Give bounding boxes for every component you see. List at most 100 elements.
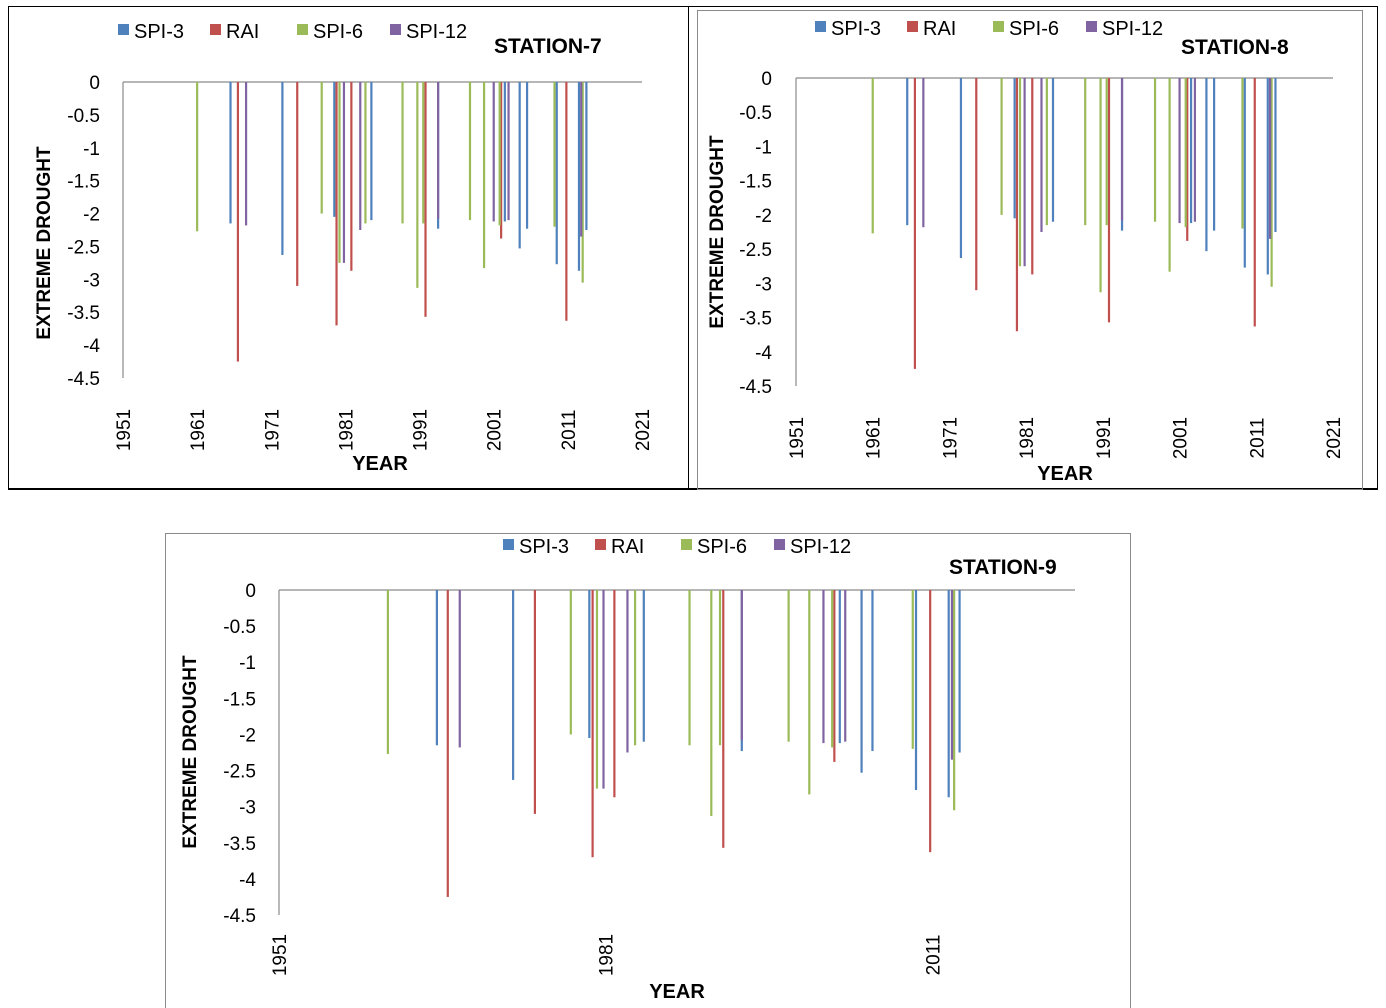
station-8-y-tick-label: -4	[755, 343, 772, 364]
station-8-bar-spi-6	[1270, 78, 1273, 287]
station-7-bar-spi-6	[196, 82, 199, 232]
station-7-legend-label-spi-6: SPI-6	[313, 21, 363, 43]
station-7-bar-spi-6	[482, 82, 486, 269]
station-7-legend-swatch-rai	[210, 24, 221, 35]
station-8-bar-spi-12	[1268, 78, 1272, 239]
station-9-bar-spi-3	[588, 590, 591, 739]
station-9-chart-title: STATION-9	[949, 556, 1057, 579]
station-7-y-tick-label: 0	[89, 73, 100, 94]
station-8-x-tick-label: 2011	[1247, 418, 1268, 459]
station-8-legend-swatch-rai	[907, 21, 918, 32]
station-8-y-tick-label: 0	[761, 69, 772, 90]
station-8-legend-swatch-spi-6	[993, 21, 1004, 32]
station-9-legend-swatch-spi-3	[503, 539, 514, 550]
station-8-bar-spi-6	[1241, 78, 1244, 229]
station-7-y-tick-label: -3.5	[67, 303, 100, 324]
station-7-legend-label-spi-3: SPI-3	[134, 21, 184, 43]
station-9-legend-swatch-spi-6	[681, 539, 692, 550]
station-9-y-tick-label: -4.5	[223, 906, 256, 927]
station-8-y-tick-label: -2	[755, 206, 772, 227]
station-9-bar-spi-6	[787, 590, 790, 742]
station-7-x-axis-title: YEAR	[352, 453, 408, 475]
station-8-bar-spi-3	[1266, 78, 1269, 275]
station-7-bar-spi-3	[585, 82, 588, 230]
station-8-y-tick-label: -1.5	[739, 172, 772, 193]
station-9-bar-spi-12	[602, 590, 605, 789]
station-9-y-tick-label: -3.5	[223, 834, 256, 855]
station-8-legend-label-spi-3: SPI-3	[831, 18, 881, 40]
station-7-y-tick-label: -0.5	[67, 106, 100, 127]
station-7-legend-swatch-spi-12	[390, 24, 401, 35]
station-9-y-tick-label: 0	[245, 581, 256, 602]
station-8-bar-rai	[913, 78, 917, 369]
station-9-y-tick-label: -4	[239, 870, 256, 891]
station-7-y-axis-title: EXTREME DROUGHT	[34, 146, 55, 340]
station-9-y-axis-title: EXTREME DROUGHT	[180, 655, 201, 849]
station-9-y-tick-label: -0.5	[223, 617, 256, 638]
station-8-y-tick-label: -2.5	[739, 240, 772, 261]
station-7-y-tick-label: -4	[83, 336, 100, 357]
station-8-bar-spi-3	[1243, 78, 1246, 268]
station-7-bar-spi-3	[333, 82, 336, 217]
station-8-bar-rai	[1107, 78, 1111, 323]
station-7-x-tick-label: 1971	[262, 409, 283, 451]
station-8-bar-spi-12	[922, 78, 925, 228]
station-8-bar-spi-12	[1178, 78, 1181, 224]
station-9-bar-spi-3	[642, 590, 645, 742]
station-7-bar-rai	[296, 82, 299, 286]
station-9-bar-rai	[833, 590, 836, 762]
station-9-bar-rai	[533, 590, 536, 814]
station-8-y-tick-label: -3	[755, 274, 772, 295]
station-7-bar-spi-12	[342, 82, 346, 263]
station-7-bar-spi-12	[492, 82, 495, 222]
station-9-bar-spi-3	[914, 590, 918, 791]
station-9-y-tick-label: -1.5	[223, 689, 256, 710]
station-7-bar-spi-3	[577, 82, 581, 271]
station-8-bar-spi-3	[1274, 78, 1277, 232]
station-9-legend-label-spi-12: SPI-12	[790, 536, 851, 558]
station-9-bar-spi-6	[710, 590, 713, 817]
station-7-bar-spi-6	[553, 82, 556, 227]
station-9-bar-rai	[613, 590, 616, 798]
station-8-legend-swatch-spi-3	[815, 21, 826, 32]
station-7-bar-spi-3	[503, 82, 506, 222]
station-7-bar-spi-3	[370, 82, 373, 221]
station-8-bar-rai	[1031, 78, 1034, 275]
station-8-x-tick-label: 2021	[1324, 417, 1345, 459]
station-8-legend-label-spi-6: SPI-6	[1009, 18, 1059, 40]
station-7-legend-swatch-spi-3	[118, 24, 129, 35]
station-9-legend-label-rai: RAI	[611, 536, 644, 558]
station-8-bar-spi-6	[1000, 78, 1003, 215]
station-8-x-tick-label: 2001	[1171, 417, 1192, 459]
station-7-bar-spi-6	[364, 82, 367, 224]
station-7-y-tick-label: -2.5	[67, 237, 100, 258]
station-8-x-tick-label: 1991	[1094, 417, 1115, 459]
station-9-bar-spi-6	[386, 590, 389, 754]
station-9-bar-spi-12	[626, 590, 629, 753]
station-8-bar-rai	[1186, 78, 1189, 241]
station-7-x-tick-label: 1951	[114, 409, 135, 451]
station-9-bar-rai	[722, 590, 725, 848]
station-9-y-tick-label: -3	[239, 798, 256, 819]
station-9-bar-spi-3	[435, 590, 438, 746]
station-8-bar-spi-6	[1018, 78, 1022, 267]
station-7-x-tick-label: 1981	[336, 409, 357, 451]
station-7-y-tick-label: -1	[83, 139, 100, 160]
station-9-bar-rai	[929, 590, 932, 853]
station-9-legend-swatch-rai	[595, 539, 606, 550]
chart-inner-frame-station-8	[697, 10, 1363, 490]
station-8-x-tick-label: 1951	[787, 417, 808, 459]
station-9-bar-spi-3	[947, 590, 950, 798]
station-9-legend-label-spi-6: SPI-6	[697, 536, 747, 558]
station-8-chart-title: STATION-8	[1181, 36, 1289, 59]
station-8-bar-spi-6	[1168, 78, 1171, 272]
station-9-bar-spi-3	[871, 590, 874, 752]
station-7-x-tick-label: 1991	[411, 409, 432, 451]
station-9-bar-spi-6	[688, 590, 691, 746]
station-8-bar-spi-6	[1099, 78, 1102, 293]
station-7-bar-spi-6	[401, 82, 404, 224]
station-8-legend-swatch-spi-12	[1086, 21, 1097, 32]
station-7-legend-label-rai: RAI	[226, 21, 259, 43]
station-9-y-tick-label: -2	[239, 725, 256, 746]
station-9-bar-spi-12	[740, 590, 743, 741]
